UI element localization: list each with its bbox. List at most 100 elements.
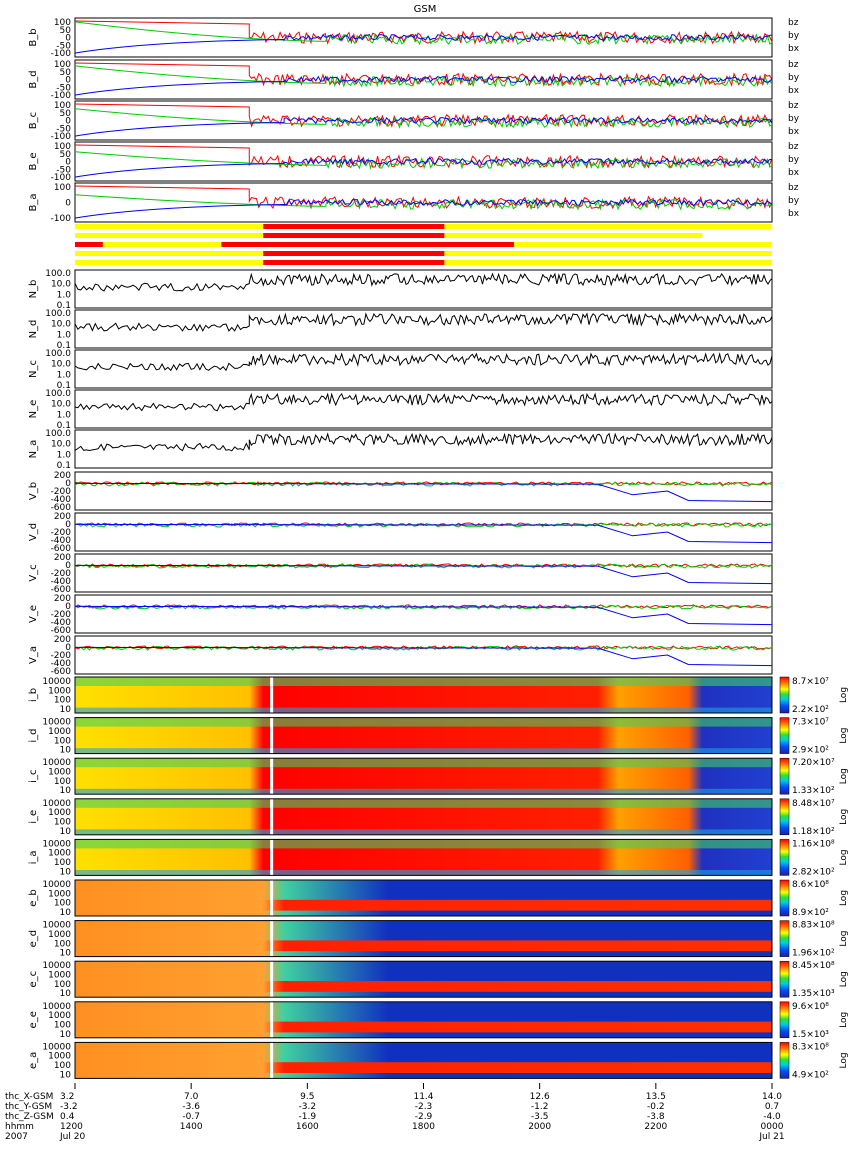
v-panel-label: V_a xyxy=(28,646,39,664)
b-ytick-label: 0 xyxy=(65,76,71,86)
n-panel-label: N_a xyxy=(28,440,39,459)
spec-ytick-label: 100 xyxy=(54,817,71,827)
xaxis-row-label: hhmm xyxy=(5,1122,34,1132)
v-ytick-label: 0 xyxy=(65,479,71,489)
v-ytick-label: -200 xyxy=(51,651,72,661)
n-ytick-label: 100.0 xyxy=(45,349,71,359)
v-ytick-label: -200 xyxy=(51,610,72,620)
spectrogram-band xyxy=(75,677,772,686)
colorbar xyxy=(779,757,790,795)
colorbar-max-label: 8.3×10⁸ xyxy=(792,1042,829,1052)
legend-bz: bz xyxy=(788,60,799,70)
legend-by: by xyxy=(788,31,800,41)
spec-ytick-label: 1000 xyxy=(48,768,71,778)
data-gap xyxy=(270,839,274,876)
spec-panel-label: e_d xyxy=(28,930,39,948)
spec-panel-label: i_e xyxy=(28,810,39,824)
xaxis-value: 14.0 xyxy=(762,1092,782,1102)
v-ytick-label: -200 xyxy=(51,487,72,497)
b-ytick-label: 50 xyxy=(60,68,72,78)
bx-line xyxy=(74,198,773,219)
mode-bar-segment xyxy=(263,224,445,229)
v-ytick-label: 0 xyxy=(65,561,71,571)
spectrogram-band xyxy=(75,758,772,768)
mode-bar-segment xyxy=(75,260,264,265)
mode-bar-segment xyxy=(221,242,515,247)
n-panel-frame xyxy=(74,349,773,389)
n-ytick-label: 100.0 xyxy=(45,429,71,439)
colorbar xyxy=(779,798,790,836)
legend-bx: bx xyxy=(788,168,800,178)
b-ytick-label: -100 xyxy=(51,91,72,101)
xaxis-value: -0.2 xyxy=(647,1102,665,1112)
b-ytick-label: 50 xyxy=(60,26,72,36)
xaxis-value: -2.9 xyxy=(415,1112,433,1122)
vx-line xyxy=(74,564,773,585)
n-ytick-label: 10.0 xyxy=(51,280,71,290)
v-ytick-label: 0 xyxy=(65,602,71,612)
spec-panel-frame xyxy=(74,757,773,795)
xaxis-value: -3.2 xyxy=(299,1102,317,1112)
colorbar-max-label: 8.48×10⁷ xyxy=(792,799,835,809)
colorbar-min-label: 8.9×10² xyxy=(792,908,829,918)
mode-bar-segment xyxy=(444,233,703,238)
b-ytick-label: 0 xyxy=(65,158,71,168)
spec-ytick-label: 10 xyxy=(60,1070,72,1080)
b-panel-label: B_b xyxy=(28,28,39,46)
xaxis-value: 9.5 xyxy=(300,1092,314,1102)
spec-ytick-label: 100 xyxy=(54,1061,71,1071)
b-ytick-label: 0 xyxy=(65,34,71,44)
n-ytick-label: 10.0 xyxy=(51,360,71,370)
spec-panel-frame xyxy=(74,1001,773,1039)
n-ytick-label: 0.1 xyxy=(57,381,71,391)
b-ytick-label: -100 xyxy=(51,49,72,59)
x-axis-annotations: thc_X-GSM 3.2 7.0 9.5 11.4 12.6 13.5 14.0 thc_Y-… xyxy=(5,1083,785,1142)
legend-by: by xyxy=(788,73,800,83)
xaxis-row-label: 2007 xyxy=(5,1132,28,1142)
colorbar xyxy=(779,920,790,957)
xaxis-value: 0.4 xyxy=(60,1112,75,1122)
n-panel-frame xyxy=(74,309,773,349)
data-gap xyxy=(270,677,274,713)
spec-ytick-label: 1000 xyxy=(48,971,71,981)
legend-bx: bx xyxy=(788,44,800,54)
spec-panel-frame xyxy=(74,717,773,755)
b-ytick-label: 100 xyxy=(54,60,71,70)
spec-ytick-label: 1000 xyxy=(48,1052,71,1062)
data-gap xyxy=(270,880,274,916)
xaxis-value: 1800 xyxy=(412,1122,435,1132)
b-ytick-label: -50 xyxy=(56,83,71,93)
xaxis-value: 0.7 xyxy=(765,1102,779,1112)
xaxis-value: -3.5 xyxy=(531,1112,549,1122)
data-gap xyxy=(270,920,274,957)
n-ytick-label: 1.0 xyxy=(57,370,72,380)
colorbar xyxy=(779,960,790,998)
spec-ytick-label: 10000 xyxy=(42,880,71,890)
spec-ytick-label: 10000 xyxy=(42,961,71,971)
data-gap xyxy=(270,1042,274,1079)
colorbar-log-label: Log xyxy=(839,1012,849,1028)
v-panel-V_a: V_a 2000-200-400-600 xyxy=(28,635,773,677)
v-ytick-label: -400 xyxy=(51,659,72,669)
b-ytick-label: -100 xyxy=(51,132,72,142)
v-panel-label: V_c xyxy=(28,564,39,581)
density-line xyxy=(74,432,773,452)
spec-ytick-label: 10000 xyxy=(42,1002,71,1012)
data-gap xyxy=(270,717,274,754)
velocity-panels: V_b2000-200-400-600V_d2000-200-400-600V_… xyxy=(28,471,773,677)
spec-ytick-label: 100 xyxy=(54,696,71,706)
spec-ytick-label: 10000 xyxy=(42,921,71,931)
v-panel-label: V_b xyxy=(28,482,39,500)
spec-ytick-label: 10 xyxy=(60,1030,72,1040)
legend-by: by xyxy=(788,196,800,206)
colorbar-log-label: Log xyxy=(839,1052,849,1068)
colorbar-max-label: 8.7×10⁷ xyxy=(792,677,829,687)
legend-by: by xyxy=(788,155,800,165)
b-ytick-label: 0 xyxy=(65,199,71,209)
spec-ytick-label: 100 xyxy=(54,858,71,868)
